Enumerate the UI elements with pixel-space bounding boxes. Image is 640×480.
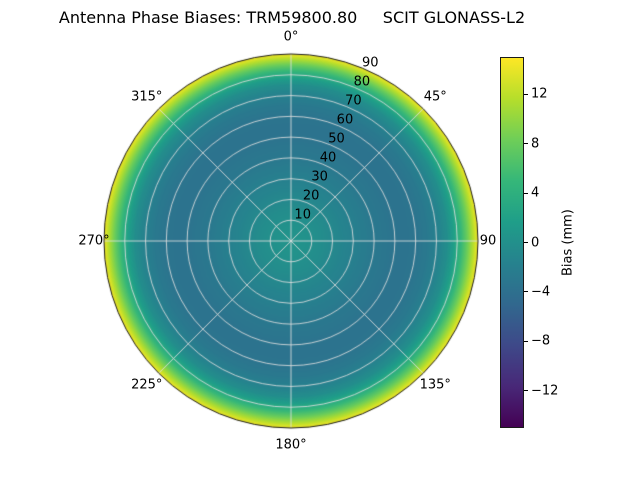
colorbar-label: Bias (mm) <box>560 209 576 276</box>
colorbar <box>500 57 524 428</box>
